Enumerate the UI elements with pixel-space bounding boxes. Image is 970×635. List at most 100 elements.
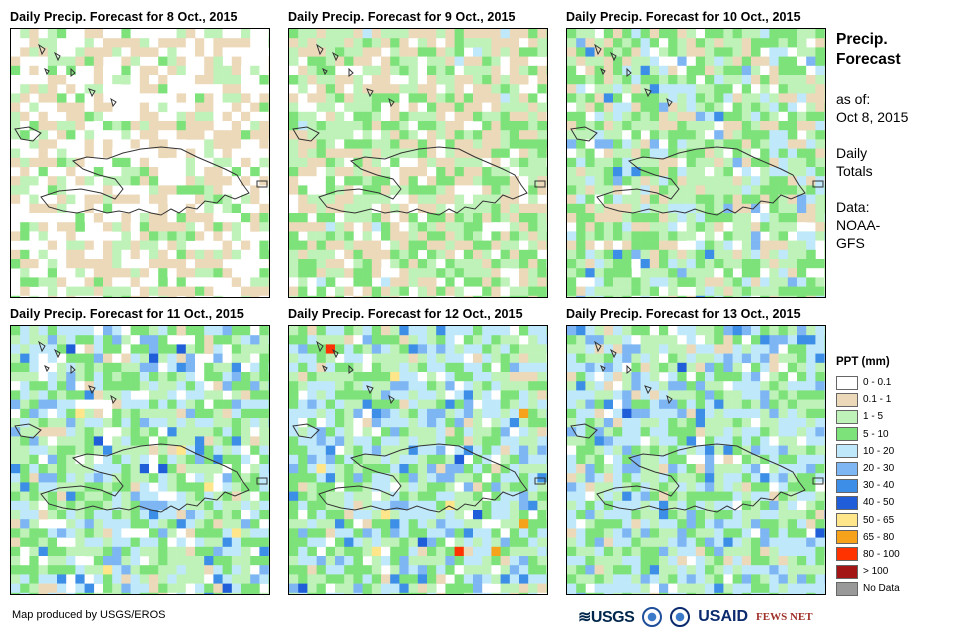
precip-cell (381, 473, 391, 483)
precip-cell (705, 454, 715, 465)
precip-cell (509, 295, 520, 297)
precip-cell (195, 157, 205, 168)
precip-cell (594, 372, 605, 382)
precip-cell (473, 408, 483, 419)
precip-cell (390, 381, 400, 391)
precip-cell (250, 167, 260, 177)
precip-cell (29, 519, 39, 529)
precip-cell (427, 510, 437, 520)
precip-cell (741, 436, 752, 446)
precip-cell (500, 491, 511, 502)
precip-cell (649, 418, 660, 428)
precip-cell (84, 176, 95, 186)
precip-cell (38, 353, 49, 364)
precip-cell (576, 65, 586, 76)
precip-cell (677, 565, 687, 575)
precip-cell (482, 326, 492, 336)
precip-cell (454, 185, 465, 195)
precip-cell (222, 583, 233, 594)
precip-cell (695, 491, 706, 502)
precip-cell (760, 500, 770, 511)
precip-cell (213, 353, 223, 364)
precip-cell (307, 185, 317, 195)
precip-cell (519, 427, 529, 437)
precip-cell (760, 436, 770, 446)
precip-cell (325, 491, 336, 502)
precip-cell (353, 565, 363, 575)
precip-cell (806, 390, 816, 400)
precip-cell (659, 519, 669, 529)
precip-cell (289, 277, 299, 287)
precip-cell (289, 259, 299, 269)
precip-cell (585, 38, 595, 48)
precip-cell (167, 556, 177, 566)
precip-cell (741, 56, 752, 67)
precip-cell (381, 436, 391, 446)
precip-cell (167, 574, 177, 584)
precip-cell (121, 222, 131, 232)
precip-cell (250, 390, 260, 400)
precip-cell (594, 65, 605, 76)
precip-cell (427, 84, 437, 94)
precip-cell (482, 185, 492, 195)
precip-cell (139, 510, 150, 520)
precip-cell (344, 295, 354, 297)
precip-cell (29, 268, 39, 278)
precip-cell (463, 565, 474, 575)
precip-cell (769, 344, 779, 354)
precip-cell (714, 528, 724, 538)
precip-cell (335, 47, 345, 57)
precip-cell (298, 286, 308, 297)
precip-cell (185, 372, 196, 382)
precip-cell (491, 491, 501, 502)
precip-cell (103, 47, 113, 57)
precip-cell (741, 268, 752, 278)
precip-cell (75, 47, 85, 57)
precip-cell (38, 528, 49, 538)
precip-cell (231, 546, 242, 557)
precip-cell (482, 592, 492, 594)
precip-cell (390, 510, 400, 520)
precip-cell (631, 185, 641, 195)
precip-cell (344, 56, 354, 67)
precip-cell (353, 592, 363, 594)
precip-cell (185, 390, 196, 400)
precip-cell (695, 139, 706, 149)
precip-cell (760, 56, 770, 67)
precip-cell (454, 464, 465, 474)
precip-cell (463, 268, 474, 278)
precip-cell (705, 418, 715, 428)
precip-cell (686, 185, 697, 195)
precip-cell (723, 510, 733, 520)
precip-cell (399, 436, 409, 446)
precip-cell (778, 528, 789, 538)
precip-cell (75, 362, 85, 373)
precip-cell (121, 335, 131, 345)
precip-cell (417, 56, 428, 67)
precip-cell (594, 213, 605, 223)
precip-cell (751, 427, 761, 437)
precip-cell (668, 445, 678, 456)
precip-cell (454, 29, 465, 39)
precip-cell (130, 510, 141, 520)
precip-cell (121, 139, 131, 149)
precip-cell (75, 157, 85, 168)
precip-cell (677, 390, 687, 400)
precip-cell (482, 277, 492, 287)
precip-cell (289, 473, 299, 483)
precip-cell (519, 464, 529, 474)
precip-cell (778, 491, 789, 502)
precip-cell (613, 259, 623, 269)
precip-cell (362, 362, 373, 373)
precip-cell (714, 93, 724, 103)
precip-cell (778, 176, 789, 186)
precip-cell (29, 381, 39, 391)
precip-cell (307, 491, 317, 502)
precip-cell (751, 390, 761, 400)
precip-cell (130, 148, 141, 159)
precip-cell (408, 222, 419, 232)
precip-cell (139, 84, 150, 94)
precip-cell (741, 121, 752, 131)
precip-cell (130, 47, 141, 57)
precip-cell (93, 47, 104, 57)
